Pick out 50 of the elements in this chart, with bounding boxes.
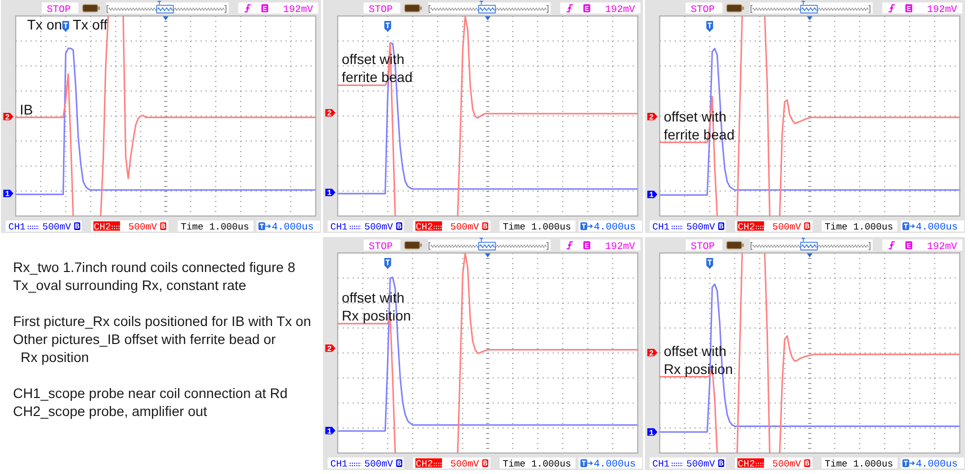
text: 4.000us [594,222,636,234]
text: STOP [690,4,715,16]
text: 500mV [686,458,716,470]
text: 4.000us [272,222,314,234]
text: 192mV [927,242,958,253]
series-label: CH2 [738,221,756,232]
text: 500mV [42,221,72,232]
text: 500mV [686,221,716,232]
text: 500mV [128,221,158,232]
annotation: Tx off [72,16,108,32]
annotation: offset with ferrite bead [664,108,735,142]
text: CH1 [330,221,348,232]
text: Time 1.000us [180,221,250,232]
text: STOP [368,4,393,16]
text: 192mV [605,242,636,253]
text: STOP [46,4,71,16]
text: CH1 [652,458,670,470]
text: STOP [690,242,715,253]
text: 500mV [450,221,480,232]
text: CH1 [8,221,26,232]
annotation: IB [20,101,33,118]
annotation: offset with Rx position [342,290,411,324]
series-label: CH2 [94,221,112,232]
text: Rx_two 1.7inch round coils connected figure 8 Tx_oval surrounding Rx, constant rate [13,260,296,293]
text: 500mV [364,458,394,470]
text: 500mV [772,458,802,470]
text: 192mV [605,4,636,16]
annotation: Tx on [27,16,62,32]
text: CH2 [416,221,434,232]
text: CH2 [416,458,434,470]
text: 500mV [450,458,480,470]
text: 192mV [927,4,958,16]
text: CH1 [652,221,670,232]
text: 500mV [364,221,394,232]
text: Time 1.000us [824,458,894,470]
annotation: offset with ferrite bead [342,51,413,86]
text: Time 1.000us [502,458,572,470]
text: STOP [368,242,393,253]
series-label: CH2 [738,458,756,470]
annotation: offset with Rx position [664,342,733,377]
text: First picture_Rx coils positioned for IB with Tx on Other pictures_IB offset with ferrite bead or Rx position [13,314,312,365]
text: 4.000us [916,222,958,234]
text: 192mV [283,4,314,16]
text: 4.000us [594,459,636,470]
text: CH1 [330,458,348,470]
text: Time 1.000us [502,221,572,232]
text: Time 1.000us [824,221,894,232]
text: CH1_scope probe near coil connection at Rd CH2_scope probe, amplifier out [13,386,288,419]
text: 4.000us [916,459,958,470]
text: 500mV [772,221,802,232]
